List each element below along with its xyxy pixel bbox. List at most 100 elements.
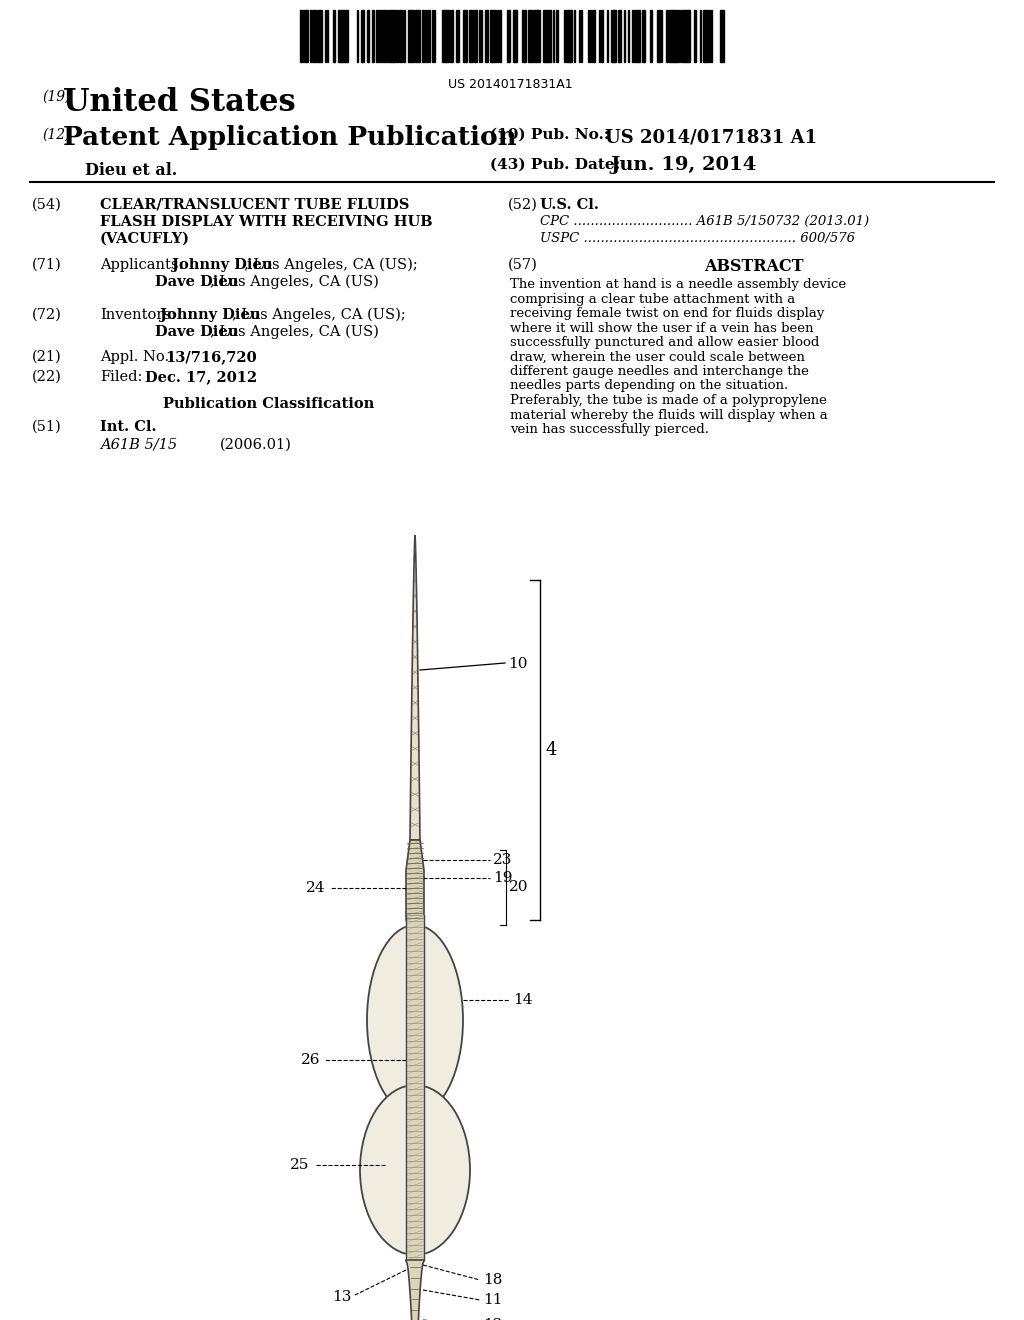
Text: different gauge needles and interchange the: different gauge needles and interchange … xyxy=(510,366,809,378)
Bar xyxy=(507,11,509,62)
Text: The invention at hand is a needle assembly device: The invention at hand is a needle assemb… xyxy=(510,279,846,290)
Text: Johnny Dieu: Johnny Dieu xyxy=(160,308,260,322)
Bar xyxy=(566,11,568,62)
Bar xyxy=(538,11,540,62)
Text: 24: 24 xyxy=(305,880,325,895)
Text: Jun. 19, 2014: Jun. 19, 2014 xyxy=(610,156,757,174)
Bar xyxy=(543,11,546,62)
Bar xyxy=(632,11,634,62)
Bar xyxy=(675,11,677,62)
Bar xyxy=(486,11,488,62)
Text: FLASH DISPLAY WITH RECEIVING HUB: FLASH DISPLAY WITH RECEIVING HUB xyxy=(100,215,432,228)
Text: Johnny Dieu: Johnny Dieu xyxy=(172,257,272,272)
Bar xyxy=(475,11,477,62)
Bar xyxy=(446,11,449,62)
Text: , Los Angeles, CA (US): , Los Angeles, CA (US) xyxy=(210,325,379,339)
Text: CPC ............................ A61B 5/150732 (2013.01): CPC ............................ A61B 5/… xyxy=(540,215,869,228)
Text: (52): (52) xyxy=(508,198,538,213)
Text: 14: 14 xyxy=(513,993,532,1007)
Bar xyxy=(317,11,319,62)
Bar xyxy=(523,11,526,62)
Bar xyxy=(383,11,385,62)
Bar xyxy=(428,11,430,62)
Bar xyxy=(493,11,495,62)
Text: Appl. No.:: Appl. No.: xyxy=(100,350,174,364)
Text: (VACUFLY): (VACUFLY) xyxy=(100,232,190,246)
Text: , Los Angeles, CA (US): , Los Angeles, CA (US) xyxy=(210,275,379,289)
Text: United States: United States xyxy=(63,87,296,117)
Text: 10: 10 xyxy=(508,657,527,671)
Text: Dave Dieu: Dave Dieu xyxy=(155,325,239,339)
Bar xyxy=(556,11,558,62)
Text: 13: 13 xyxy=(332,1290,351,1304)
Bar xyxy=(637,11,640,62)
Text: comprising a clear tube attachment with a: comprising a clear tube attachment with … xyxy=(510,293,796,305)
Text: 23: 23 xyxy=(493,853,512,867)
Bar xyxy=(611,11,613,62)
Text: Patent Application Publication: Patent Application Publication xyxy=(63,125,517,150)
Bar xyxy=(306,11,308,62)
Text: where it will show the user if a vein has been: where it will show the user if a vein ha… xyxy=(510,322,813,334)
Bar xyxy=(442,11,444,62)
Bar xyxy=(694,11,696,62)
Text: Filed:: Filed: xyxy=(100,370,142,384)
Text: Dec. 17, 2012: Dec. 17, 2012 xyxy=(145,370,257,384)
Bar xyxy=(536,11,538,62)
Bar xyxy=(685,11,687,62)
Bar xyxy=(722,11,724,62)
Bar xyxy=(403,11,406,62)
Bar xyxy=(528,11,530,62)
Text: 4: 4 xyxy=(545,741,556,759)
Text: (57): (57) xyxy=(508,257,538,272)
Bar xyxy=(569,11,572,62)
Bar xyxy=(457,11,459,62)
Text: receiving female twist on end for fluids display: receiving female twist on end for fluids… xyxy=(510,308,824,319)
Text: 19: 19 xyxy=(493,871,512,884)
Text: (19): (19) xyxy=(42,90,71,104)
Text: (71): (71) xyxy=(32,257,61,272)
Text: needles parts depending on the situation.: needles parts depending on the situation… xyxy=(510,380,788,392)
Text: successfully punctured and allow easier blood: successfully punctured and allow easier … xyxy=(510,337,819,348)
Bar xyxy=(531,11,534,62)
Ellipse shape xyxy=(367,925,463,1115)
Text: Dieu et al.: Dieu et al. xyxy=(85,162,177,180)
Text: , Los Angeles, CA (US);: , Los Angeles, CA (US); xyxy=(232,308,406,322)
Bar xyxy=(671,11,673,62)
Text: CLEAR/TRANSLUCENT TUBE FLUIDS: CLEAR/TRANSLUCENT TUBE FLUIDS xyxy=(100,198,410,213)
Bar xyxy=(399,11,402,62)
Text: Applicants:: Applicants: xyxy=(100,257,183,272)
Text: Inventors:: Inventors: xyxy=(100,308,176,322)
Bar xyxy=(416,11,418,62)
Text: , Los Angeles, CA (US);: , Los Angeles, CA (US); xyxy=(244,257,418,272)
Bar xyxy=(425,11,427,62)
Text: U.S. Cl.: U.S. Cl. xyxy=(540,198,599,213)
Text: (21): (21) xyxy=(32,350,61,364)
Bar xyxy=(666,11,668,62)
Text: Preferably, the tube is made of a polypropylene: Preferably, the tube is made of a polypr… xyxy=(510,393,826,407)
Bar xyxy=(534,11,536,62)
Text: vein has successfully pierced.: vein has successfully pierced. xyxy=(510,422,709,436)
Bar xyxy=(451,11,453,62)
Bar xyxy=(343,11,345,62)
Polygon shape xyxy=(406,1261,424,1320)
Text: A61B 5/15: A61B 5/15 xyxy=(100,438,177,451)
Text: (72): (72) xyxy=(32,308,61,322)
Polygon shape xyxy=(406,840,424,920)
Text: US 20140171831A1: US 20140171831A1 xyxy=(447,78,572,91)
Text: Publication Classification: Publication Classification xyxy=(164,397,375,411)
Text: 11: 11 xyxy=(483,1294,503,1307)
Text: material whereby the fluids will display when a: material whereby the fluids will display… xyxy=(510,408,827,421)
Bar xyxy=(687,11,690,62)
Bar xyxy=(310,11,312,62)
Text: 18: 18 xyxy=(483,1272,503,1287)
Text: Dave Dieu: Dave Dieu xyxy=(155,275,239,289)
Bar xyxy=(338,11,340,62)
Bar xyxy=(470,11,473,62)
Bar xyxy=(497,11,499,62)
Text: 13/716,720: 13/716,720 xyxy=(165,350,257,364)
Text: (10) Pub. No.:: (10) Pub. No.: xyxy=(490,128,609,143)
Ellipse shape xyxy=(360,1085,470,1255)
Bar xyxy=(376,11,378,62)
Text: (54): (54) xyxy=(32,198,61,213)
Text: Int. Cl.: Int. Cl. xyxy=(100,420,157,434)
